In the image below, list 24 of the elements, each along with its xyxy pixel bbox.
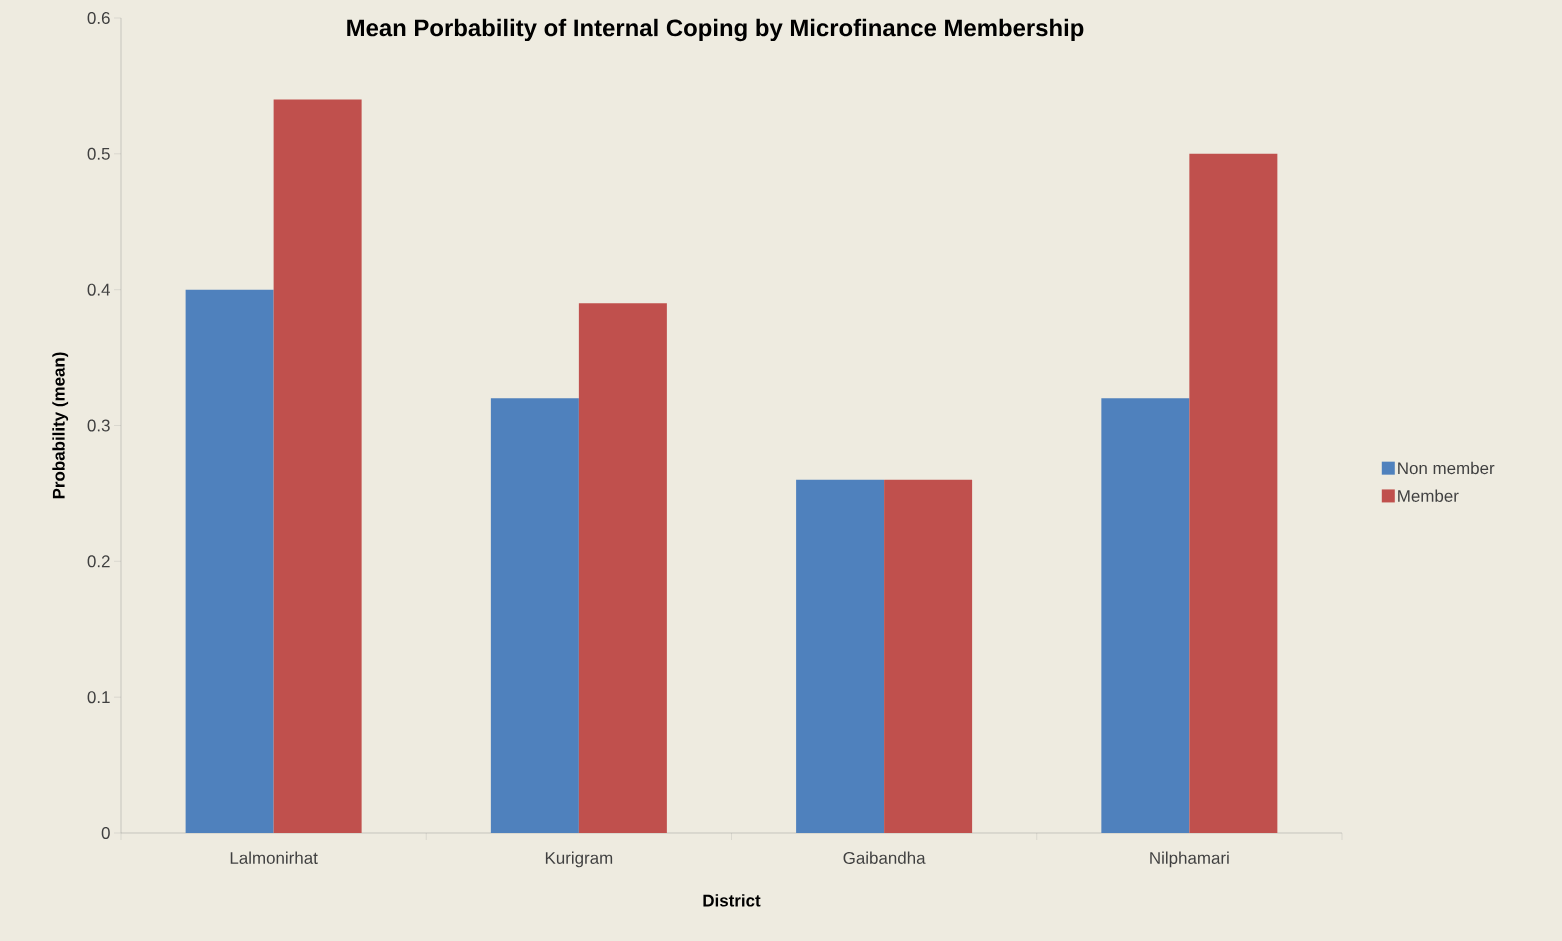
bar [578,303,667,833]
y-tick-label: 0 [101,827,110,839]
y-tick-label: 0.2 [87,555,110,568]
bar [1101,398,1190,833]
x-tick-label: Gaibandha [843,851,926,864]
legend-label: Non member [1398,461,1495,475]
bar [273,99,362,833]
x-tick-label: Nilphamari [1150,851,1229,868]
bar [796,479,885,833]
x-axis-title: District [703,894,761,907]
y-tick-label: 0.6 [87,11,110,24]
x-tick-label: Kurigram [545,851,613,868]
bar [490,398,579,833]
x-tick-label: Lalmonirhat [230,851,318,864]
bar [1189,153,1278,833]
y-tick-label: 0.3 [87,419,110,432]
bar [884,479,973,833]
legend-label: Member [1398,489,1459,502]
chart-title: Mean Porbability of Internal Coping by Microfinance Membership [347,18,1084,42]
y-tick-label: 0.4 [87,283,110,296]
bar [185,289,274,833]
y-tick-label: 0.1 [87,691,110,704]
y-tick-label: 0.5 [87,147,110,160]
y-axis-title: Probability (mean) [52,352,69,499]
